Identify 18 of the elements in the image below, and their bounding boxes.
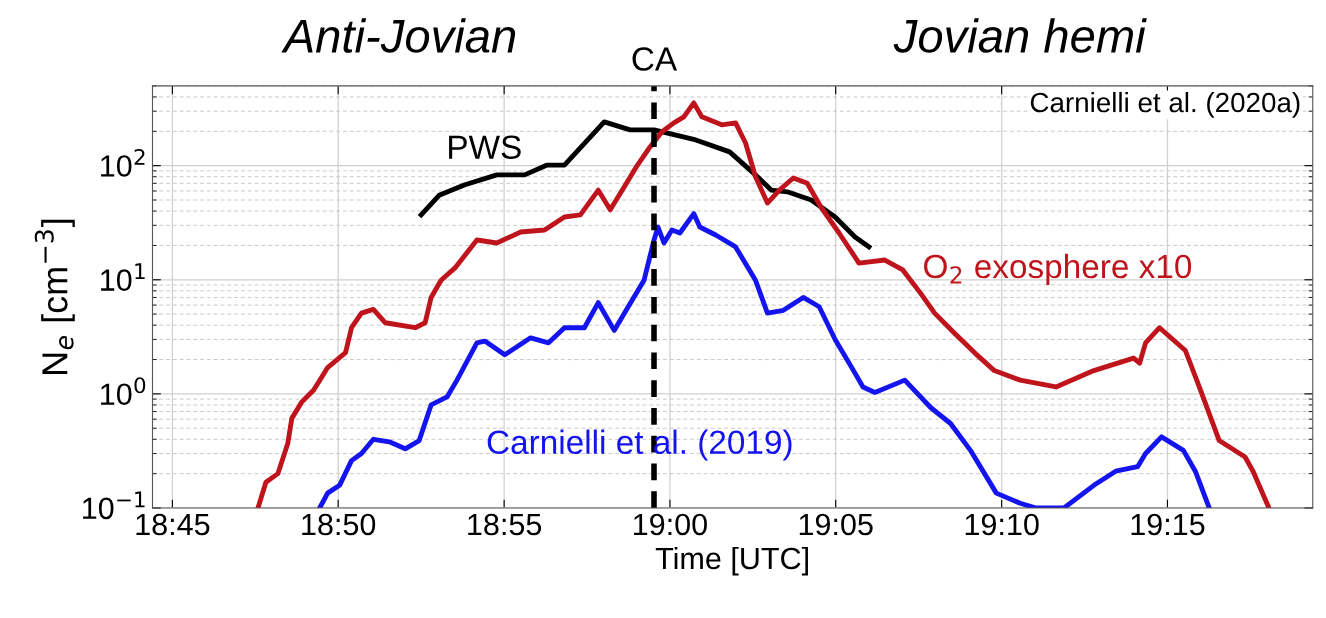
line-series [317,211,1212,508]
y-tick-label: 10$^{0}$ [101,377,146,406]
series-label: O$_{2}$ exosphere x10 [924,253,1192,285]
text: Anti-Jovian [281,18,516,53]
ref-line-label: CA [632,47,678,71]
x-tick-label: 18:50 [302,513,376,536]
y-tick-label: 10$^{2}$ [101,148,145,177]
x-tick-label: 18:55 [468,513,542,536]
text: Jovian hemi [893,18,1147,53]
y-tick-label: 10$^{1}$ [101,263,145,291]
annotation: Carnielli et al. (2020a) [1030,91,1300,118]
series-label: PWS [449,135,521,160]
x-axis-title: Time [UTC] [655,546,808,576]
x-tick-label: 19:00 [634,513,707,536]
y-axis-title: N$_{e}$ [cm$^{−3}$] [34,219,75,374]
x-tick-label: 19:15 [1131,513,1205,536]
x-tick-label: 19:05 [799,513,873,536]
x-tick-label: 19:10 [965,513,1039,536]
